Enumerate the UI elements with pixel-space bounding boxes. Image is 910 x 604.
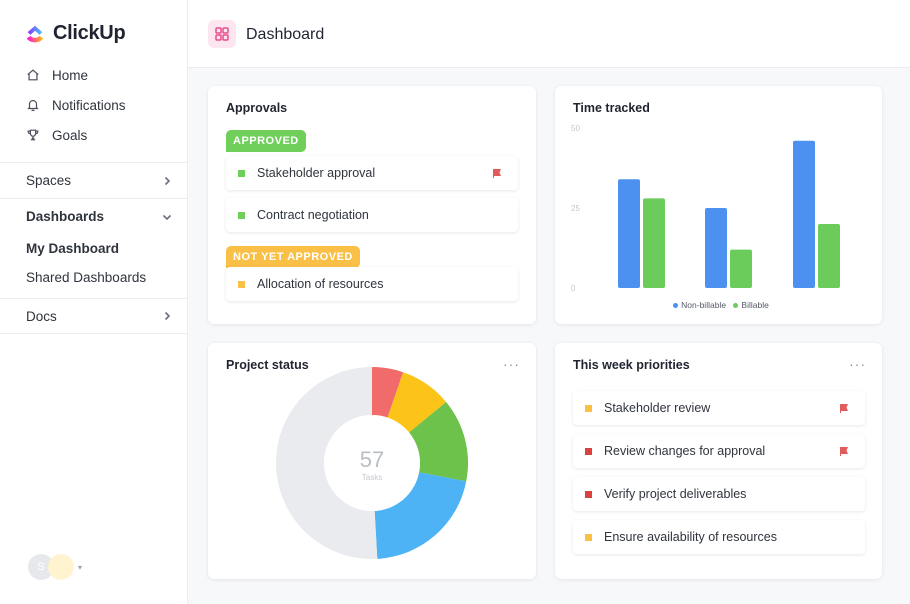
bar-billable[interactable]	[818, 224, 840, 288]
donut-slice[interactable]	[409, 401, 468, 482]
status-badge-approved: APPROVED	[226, 130, 306, 152]
page-title: Dashboard	[246, 26, 325, 43]
user-avatar-menu[interactable]: S ▾	[28, 554, 82, 580]
priority-square-icon	[585, 533, 592, 541]
task-row[interactable]: Contract negotiation	[226, 198, 518, 232]
card-title: This week priorities	[573, 358, 690, 372]
sidebar-spaces[interactable]: Spaces	[0, 162, 188, 198]
sidebar-item-my-dashboard[interactable]: My Dashboard	[26, 241, 120, 256]
task-row[interactable]: Review changes for approval	[573, 434, 865, 468]
more-options-icon[interactable]: ···	[503, 356, 520, 372]
sidebar: ClickUp Home Notifications Goals Spaces …	[0, 0, 188, 604]
bar-non-billable[interactable]	[793, 140, 815, 288]
task-name: Ensure availability of resources	[604, 530, 777, 544]
bar-billable[interactable]	[643, 198, 665, 288]
flag-icon	[840, 404, 848, 413]
status-square-icon	[238, 211, 245, 219]
task-name: Review changes for approval	[604, 444, 766, 458]
task-name: Verify project deliverables	[604, 487, 747, 501]
chevron-right-icon	[164, 176, 171, 185]
task-name: Allocation of resources	[257, 277, 384, 291]
home-icon	[27, 69, 39, 81]
legend-dot-billable	[733, 303, 739, 309]
avatar	[48, 554, 74, 580]
donut-slice[interactable]	[372, 367, 404, 418]
task-name: Stakeholder approval	[257, 166, 376, 180]
legend-label: Billable	[741, 300, 769, 310]
task-row[interactable]: Ensure availability of resources	[573, 520, 865, 554]
sidebar-docs[interactable]: Docs	[0, 298, 188, 334]
sidebar-item-notifications[interactable]: Notifications	[0, 90, 188, 120]
priorities-card: This week priorities ··· Stakeholder rev…	[555, 343, 882, 579]
task-name: Stakeholder review	[604, 401, 711, 415]
chevron-right-icon	[164, 311, 171, 321]
approvals-card: Approvals APPROVED Stakeholder approval …	[208, 86, 536, 324]
sidebar-item-goals[interactable]: Goals	[0, 120, 188, 150]
status-square-icon	[238, 169, 245, 177]
caret-down-icon: ▾	[78, 562, 83, 572]
sidebar-item-label: Home	[52, 67, 89, 83]
priority-square-icon	[585, 490, 592, 498]
chevron-down-icon	[162, 214, 172, 220]
trophy-icon	[27, 129, 39, 141]
flag-icon	[840, 447, 848, 456]
legend-dot-non-billable	[673, 303, 679, 309]
sidebar-item-shared-dashboards[interactable]: Shared Dashboards	[26, 270, 147, 285]
task-row[interactable]: Stakeholder review	[573, 391, 865, 425]
app-name: ClickUp	[53, 22, 126, 44]
y-tick-label: 50	[571, 124, 580, 133]
donut-slice[interactable]	[374, 472, 467, 559]
donut-slice[interactable]	[387, 372, 447, 433]
bar-non-billable[interactable]	[705, 208, 727, 288]
status-badge-not-approved: NOT YET APPROVED	[226, 246, 360, 268]
task-row[interactable]: Verify project deliverables	[573, 477, 865, 511]
clickup-logo[interactable]: ClickUp	[24, 22, 126, 45]
donut-center-value: 57	[359, 447, 385, 472]
task-row[interactable]: Stakeholder approval	[226, 156, 518, 190]
chart-legend: Non-billable Billable	[555, 300, 882, 310]
time-tracked-chart: 50 25 0	[571, 124, 840, 293]
project-status-donut	[276, 367, 468, 559]
card-title: Time tracked	[573, 101, 650, 115]
time-tracked-card: Time tracked 50 25 0 Non-billable Billable	[555, 86, 882, 324]
dashboard-icon	[208, 20, 236, 48]
docs-label: Docs	[26, 308, 57, 324]
card-title: Project status	[226, 358, 309, 372]
card-title: Approvals	[226, 101, 288, 115]
flag-icon	[493, 169, 501, 178]
status-square-icon	[238, 280, 245, 288]
legend-label: Non-billable	[681, 300, 727, 310]
y-tick-label: 0	[571, 284, 576, 293]
dashboards-label: Dashboards	[26, 209, 105, 224]
sidebar-dashboards[interactable]: Dashboards	[0, 198, 188, 234]
sidebar-nav: Home Notifications Goals Spaces Dashboar…	[0, 60, 188, 334]
bar-non-billable[interactable]	[618, 179, 640, 288]
more-options-icon[interactable]: ···	[849, 356, 866, 372]
spaces-label: Spaces	[26, 173, 72, 188]
sidebar-item-home[interactable]: Home	[0, 60, 188, 90]
y-tick-label: 25	[571, 204, 580, 213]
bar-billable[interactable]	[730, 249, 752, 288]
donut-slice[interactable]	[276, 367, 378, 559]
sidebar-item-label: Notifications	[52, 97, 126, 113]
priority-square-icon	[585, 447, 592, 455]
clickup-logo-icon	[26, 25, 44, 42]
priority-square-icon	[585, 404, 592, 412]
donut-center-label: Tasks	[361, 473, 383, 482]
task-row[interactable]: Allocation of resources	[226, 267, 518, 301]
task-name: Contract negotiation	[257, 208, 369, 222]
page-header: Dashboard	[188, 0, 910, 68]
donut-hole	[324, 415, 420, 511]
sidebar-item-label: Goals	[52, 127, 88, 143]
project-status-card: Project status ··· 57 Tasks	[208, 343, 536, 579]
bell-icon	[27, 100, 39, 112]
